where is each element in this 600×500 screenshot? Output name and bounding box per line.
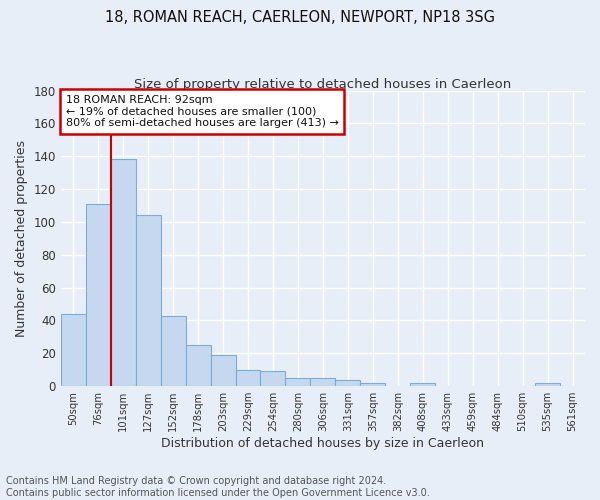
Bar — [161, 316, 185, 386]
Title: Size of property relative to detached houses in Caerleon: Size of property relative to detached ho… — [134, 78, 512, 90]
Text: Contains HM Land Registry data © Crown copyright and database right 2024.
Contai: Contains HM Land Registry data © Crown c… — [6, 476, 430, 498]
Bar — [535, 383, 560, 386]
Bar — [236, 370, 260, 386]
Bar — [286, 378, 310, 386]
Bar — [410, 383, 435, 386]
Bar — [260, 372, 286, 386]
Bar — [310, 378, 335, 386]
Bar — [335, 380, 361, 386]
Bar — [211, 355, 236, 386]
Bar — [86, 204, 111, 386]
Y-axis label: Number of detached properties: Number of detached properties — [15, 140, 28, 337]
Text: 18 ROMAN REACH: 92sqm
← 19% of detached houses are smaller (100)
80% of semi-det: 18 ROMAN REACH: 92sqm ← 19% of detached … — [66, 95, 339, 128]
Bar — [136, 216, 161, 386]
Bar — [185, 345, 211, 386]
Text: 18, ROMAN REACH, CAERLEON, NEWPORT, NP18 3SG: 18, ROMAN REACH, CAERLEON, NEWPORT, NP18… — [105, 10, 495, 25]
Bar — [361, 383, 385, 386]
Bar — [111, 160, 136, 386]
X-axis label: Distribution of detached houses by size in Caerleon: Distribution of detached houses by size … — [161, 437, 484, 450]
Bar — [61, 314, 86, 386]
